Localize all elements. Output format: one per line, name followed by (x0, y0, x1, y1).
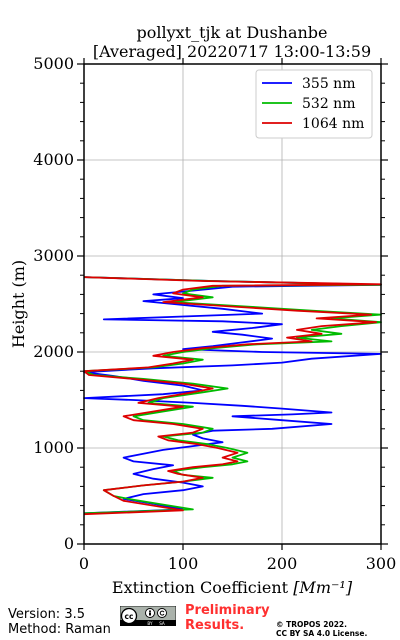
series-line-1064-nm (83, 276, 382, 516)
copyright-text: © TROPOS 2022. (276, 620, 347, 629)
x-axis-label-text: Extinction Coefficient (112, 578, 289, 597)
cc-icon-text: cc (125, 612, 134, 621)
version-text: Version: 3.5 (8, 607, 85, 622)
legend: 355 nm 532 nm 1064 nm (255, 69, 373, 139)
x-tick-label: 100 (168, 554, 199, 573)
legend-label: 1064 nm (302, 116, 364, 132)
by-icon-body (149, 612, 151, 616)
y-tick-labels: 0 1000 2000 3000 4000 5000 (33, 54, 74, 553)
chart-title-line2: [Averaged] 20220717 13:00-13:59 (93, 42, 371, 61)
by-icon-head (149, 610, 151, 613)
legend-box (255, 69, 373, 139)
sa-icon (157, 608, 167, 618)
x-axis-label: Extinction Coefficient [Mm⁻¹] (112, 578, 353, 597)
y-tick-label: 2000 (33, 342, 74, 361)
x-tick-label: 300 (366, 554, 397, 573)
preliminary-label: Preliminary (185, 603, 270, 618)
extinction-profile-chart: pollyxt_tjk at Dushanbe [Averaged] 20220… (9, 23, 396, 597)
method-text: Method: Raman (8, 622, 111, 637)
cc-by-sa-license-badge: cc BY SA (120, 606, 176, 626)
series-line-355-nm (83, 276, 382, 515)
axis-ticks (77, 58, 388, 550)
x-axis-label-unit: [Mm⁻¹] (293, 578, 353, 597)
y-tick-label: 4000 (33, 150, 74, 169)
x-tick-label: 200 (267, 554, 298, 573)
legend-label: 532 nm (302, 96, 355, 112)
cc-icon (120, 607, 138, 625)
chart-title-line1: pollyxt_tjk at Dushanbe (136, 23, 327, 42)
y-tick-label: 1000 (33, 438, 74, 457)
y-tick-label: 0 (64, 534, 74, 553)
y-tick-label: 3000 (33, 246, 74, 265)
series-layer (83, 276, 382, 516)
results-label: Results. (185, 618, 245, 633)
x-tick-label: 0 (79, 554, 89, 573)
sa-label: SA (159, 621, 165, 626)
sa-icon-arrow (159, 610, 165, 616)
x-tick-labels: 0 100 200 300 (79, 554, 396, 573)
y-axis-label: Height (m) (9, 260, 28, 348)
legend-label: 355 nm (302, 76, 355, 92)
plot-frame (83, 63, 382, 545)
legend-items: 355 nm 532 nm 1064 nm (262, 76, 364, 132)
y-tick-label: 5000 (33, 54, 74, 73)
by-label: BY (147, 621, 153, 626)
license-text: CC BY SA 4.0 License. (276, 629, 368, 638)
